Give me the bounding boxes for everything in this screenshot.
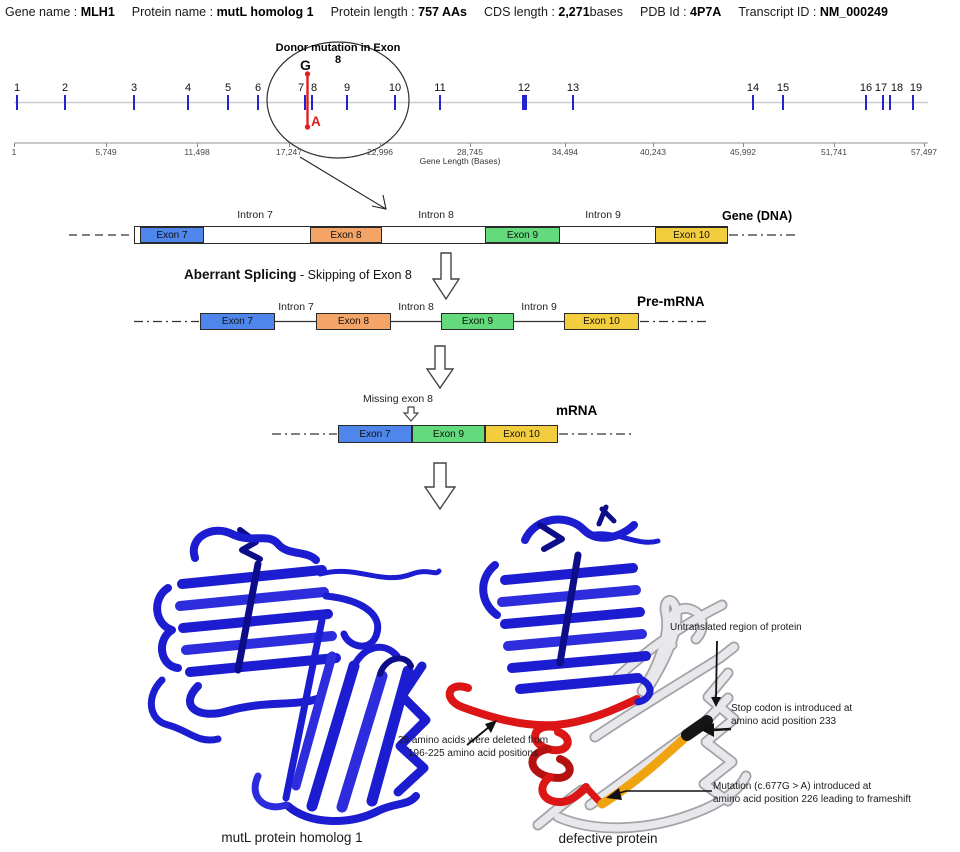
mrna-exon10-box: Exon 10 xyxy=(485,425,558,443)
mrna-exon7-box: Exon 7 xyxy=(338,425,412,443)
pdb-id-label: PDB Id : xyxy=(640,5,687,19)
dna-intron9-label: Intron 9 xyxy=(585,209,621,221)
premrna-exon7-box: Exon 7 xyxy=(200,313,275,330)
stop-codon-note-line1: Stop codon is introduced at xyxy=(731,703,853,714)
deleted-region-arrow xyxy=(466,720,497,746)
premrna-title: Pre-mRNA xyxy=(637,294,705,309)
defective-protein-ribbon xyxy=(445,504,746,828)
protein-name: Protein name : mutL homolog 1 xyxy=(132,5,314,19)
stop-codon-arrow xyxy=(701,723,732,737)
normal-protein-caption: mutL protein homolog 1 xyxy=(221,830,363,845)
cds-length-value: 2,271 xyxy=(558,5,590,19)
mutation-dot-bottom xyxy=(304,124,311,130)
missing-exon-arrow xyxy=(402,406,420,422)
normal-protein-ribbon xyxy=(147,526,442,826)
aberrant-splicing-title: Aberrant Splicing xyxy=(184,267,297,282)
mutation-dot-top xyxy=(304,71,311,77)
premrna-intron8-label: Intron 8 xyxy=(398,301,434,313)
missing-exon-label: Missing exon 8 xyxy=(362,393,434,405)
mutation-annotation-arrow xyxy=(606,788,712,800)
deleted-region-note-line2: 196-225 amino acid positions xyxy=(407,747,539,759)
dna-exon9-box: Exon 9 xyxy=(485,227,560,243)
dna-intron8-label: Intron 8 xyxy=(418,209,454,221)
dna-row-title: Gene (DNA) xyxy=(722,209,793,223)
premrna-intron9-label: Intron 9 xyxy=(521,301,557,313)
gene-name: Gene name : MLH1 xyxy=(5,5,115,19)
callout-arrow xyxy=(299,156,387,210)
protein-length-value: 757 AAs xyxy=(418,5,468,19)
mutation-note: Mutation (c.677G > A) introduced at amin… xyxy=(713,781,953,806)
flow-arrow-2 xyxy=(425,345,455,390)
premrna-exon10-box: Exon 10 xyxy=(564,313,639,330)
pdb-id-value: 4P7A xyxy=(690,5,722,19)
transcript-id-value: NM_000249 xyxy=(819,5,888,19)
untranslated-note: Untranslated region of protein xyxy=(670,622,802,633)
premrna-intron7-label: Intron 7 xyxy=(278,301,314,313)
cds-length: CDS length : 2,271bases xyxy=(484,5,624,19)
dna-exon10-box: Exon 10 xyxy=(655,227,728,243)
axis-title: Gene Length (Bases) xyxy=(419,156,501,166)
mutation-base-a: A xyxy=(311,114,321,129)
flow-arrow-1 xyxy=(431,252,461,301)
protein-length-label: Protein length : xyxy=(330,5,415,19)
transcript-id: Transcript ID : NM_000249 xyxy=(738,5,888,19)
defective-protein-caption: defective protein xyxy=(558,831,658,846)
mrna-exon9-box: Exon 9 xyxy=(412,425,485,443)
dna-intron7-label: Intron 7 xyxy=(237,209,273,221)
deleted-region-note-line1: 29 amino acids were deleted from xyxy=(397,735,549,746)
pdb-id: PDB Id : 4P7A xyxy=(640,5,721,19)
dna-exon7-box: Exon 7 xyxy=(140,227,204,243)
deleted-region-note: 29 amino acids were deleted from 196-225… xyxy=(394,735,552,760)
mrna-row: Exon 7 Exon 9 Exon 10 xyxy=(0,425,960,443)
protein-name-label: Protein name : xyxy=(131,5,214,19)
dna-backbone: Exon 7 Exon 8 Exon 9 Exon 10 xyxy=(134,226,728,244)
protein-name-value: mutL homolog 1 xyxy=(216,5,314,19)
gene-name-value: MLH1 xyxy=(80,5,115,19)
gene-name-label: Gene name : xyxy=(5,5,78,19)
aberrant-splicing-subtitle: - Skipping of Exon 8 xyxy=(300,268,412,282)
premrna-exon9-box: Exon 9 xyxy=(441,313,514,330)
mutation-note-line2: amino acid position 226 leading to frame… xyxy=(713,793,911,805)
gene-info-header: Gene name : MLH1 Protein name : mutL hom… xyxy=(5,5,957,19)
aberrant-splicing-caption: Aberrant Splicing - Skipping of Exon 8 xyxy=(184,267,412,282)
mutation-base-g: G xyxy=(300,57,311,73)
dna-exon8-box: Exon 8 xyxy=(310,227,382,243)
transcript-id-label: Transcript ID : xyxy=(738,5,817,19)
cds-length-label: CDS length : xyxy=(484,5,555,19)
stop-codon-note: Stop codon is introduced at amino acid p… xyxy=(731,703,871,728)
mutation-note-line1: Mutation (c.677G > A) introduced at xyxy=(713,781,872,792)
flow-arrow-3 xyxy=(423,462,457,511)
mrna-title: mRNA xyxy=(556,403,598,418)
untranslated-arrow xyxy=(711,640,721,707)
premrna-row: Exon 7 Exon 8 Exon 9 Exon 10 xyxy=(0,313,960,330)
protein-length: Protein length : 757 AAs xyxy=(331,5,467,19)
donor-mutation-label: Donor mutation in Exon 8 xyxy=(275,42,401,66)
stop-codon-note-line2: amino acid position 233 xyxy=(731,715,837,727)
premrna-exon8-box: Exon 8 xyxy=(316,313,391,330)
mutation-highlight-circle xyxy=(266,41,410,159)
